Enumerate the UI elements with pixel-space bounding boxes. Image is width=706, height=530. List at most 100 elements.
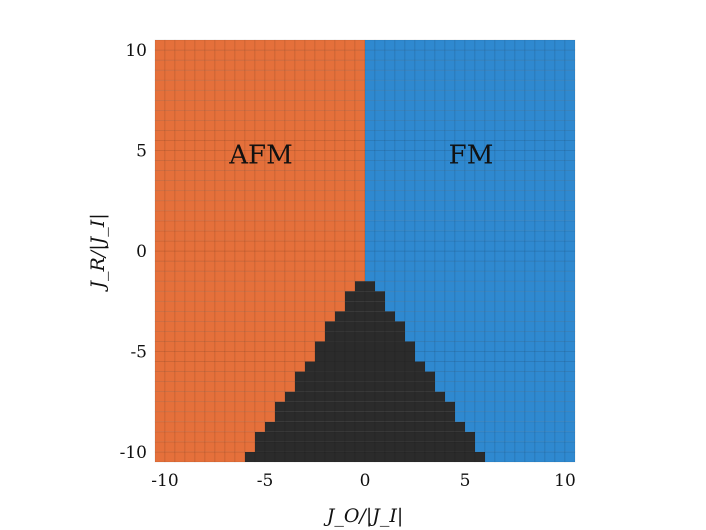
heatmap-cell <box>254 230 266 242</box>
heatmap-cell <box>404 260 416 272</box>
heatmap-cell <box>544 39 556 51</box>
heatmap-cell <box>484 110 496 121</box>
heatmap-cell <box>564 351 576 362</box>
heatmap-cell <box>274 89 286 101</box>
heatmap-cell <box>214 290 226 302</box>
heatmap-cell <box>504 270 516 282</box>
heatmap-cell <box>384 441 396 453</box>
heatmap-cell <box>254 39 266 51</box>
heatmap-cell <box>544 361 556 372</box>
heatmap-cell <box>174 371 186 382</box>
heatmap-cell <box>534 280 546 292</box>
heatmap-cell <box>444 431 456 443</box>
heatmap-cell <box>524 49 536 61</box>
heatmap-cell <box>334 260 346 272</box>
heatmap-cell <box>464 79 476 91</box>
heatmap-cell <box>364 120 376 131</box>
heatmap-cell <box>514 441 526 453</box>
heatmap-cell <box>484 79 496 91</box>
heatmap-cell <box>504 331 516 342</box>
heatmap-cell <box>554 250 566 262</box>
heatmap-cell <box>454 230 466 242</box>
heatmap-cell <box>194 401 206 413</box>
heatmap-cell <box>474 421 486 433</box>
heatmap-cell <box>244 220 256 232</box>
heatmap-cell <box>364 160 376 171</box>
heatmap-cell <box>374 451 386 463</box>
heatmap-cell <box>524 240 536 252</box>
heatmap-cell <box>304 401 316 413</box>
heatmap-cell <box>464 130 476 141</box>
heatmap-cell <box>534 120 546 131</box>
heatmap-cell <box>284 110 296 121</box>
heatmap-cell <box>304 170 316 181</box>
heatmap-cell <box>294 391 306 403</box>
region-label-fm: FM <box>449 141 494 171</box>
heatmap-cell <box>384 190 396 202</box>
heatmap-cell <box>354 361 366 372</box>
heatmap-cell <box>534 69 546 81</box>
heatmap-cell <box>474 431 486 443</box>
heatmap-cell <box>254 431 266 443</box>
heatmap-cell <box>444 280 456 292</box>
heatmap-cell <box>274 230 286 242</box>
heatmap-cell <box>344 59 356 71</box>
heatmap-cell <box>384 411 396 423</box>
heatmap-cell <box>274 321 286 332</box>
heatmap-cell <box>224 89 236 101</box>
heatmap-cell <box>264 421 276 433</box>
heatmap-cell <box>544 401 556 413</box>
heatmap-cell <box>284 411 296 423</box>
heatmap-cell <box>424 69 436 81</box>
heatmap-cell <box>394 120 406 131</box>
heatmap-cell <box>314 220 326 232</box>
y-tick-label: -5 <box>130 342 147 362</box>
heatmap-cell <box>434 69 446 81</box>
heatmap-cell <box>524 341 536 352</box>
heatmap-cell <box>404 200 416 212</box>
heatmap-cell <box>464 310 476 322</box>
heatmap-cell <box>484 69 496 81</box>
heatmap-cell <box>304 300 316 312</box>
heatmap-cell <box>524 331 536 342</box>
heatmap-cell <box>324 110 336 121</box>
heatmap-cell <box>494 89 506 101</box>
heatmap-cell <box>354 341 366 352</box>
heatmap-cell <box>364 401 376 413</box>
heatmap-cell <box>334 160 346 171</box>
heatmap-cell <box>234 321 246 332</box>
heatmap-cell <box>534 290 546 302</box>
heatmap-cell <box>304 130 316 141</box>
heatmap-cell <box>284 341 296 352</box>
heatmap-cell <box>284 421 296 433</box>
heatmap-cell <box>384 200 396 212</box>
heatmap-cell <box>304 59 316 71</box>
heatmap-cell <box>264 381 276 392</box>
heatmap-cell <box>264 99 276 111</box>
heatmap-cell <box>254 300 266 312</box>
heatmap-cell <box>154 79 166 91</box>
heatmap-cell <box>414 270 426 282</box>
heatmap-cell <box>194 321 206 332</box>
heatmap-cell <box>564 230 576 242</box>
heatmap-cell <box>444 69 456 81</box>
heatmap-cell <box>324 180 336 192</box>
heatmap-cell <box>564 120 576 131</box>
heatmap-cell <box>154 361 166 372</box>
heatmap-cell <box>524 361 536 372</box>
heatmap-cell <box>504 431 516 443</box>
heatmap-cell <box>314 79 326 91</box>
heatmap-cell <box>364 280 376 292</box>
heatmap-cell <box>524 391 536 403</box>
heatmap-cell <box>434 331 446 342</box>
heatmap-cell <box>354 441 366 453</box>
heatmap-cell <box>334 310 346 322</box>
heatmap-cell <box>384 220 396 232</box>
heatmap-cell <box>554 79 566 91</box>
heatmap-cell <box>534 361 546 372</box>
heatmap-cell <box>174 210 186 222</box>
heatmap-cell <box>294 401 306 413</box>
heatmap-cell <box>304 290 316 302</box>
heatmap-cell <box>274 59 286 71</box>
heatmap-cell <box>274 190 286 202</box>
